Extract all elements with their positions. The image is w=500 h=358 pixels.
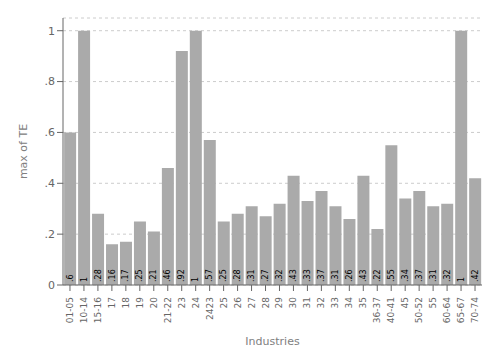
svg-text:24: 24: [191, 297, 201, 309]
svg-text:28: 28: [261, 297, 271, 309]
svg-text:.2: .2: [45, 228, 56, 241]
svg-text:26: 26: [233, 297, 243, 309]
svg-text:.33: .33: [303, 269, 312, 282]
svg-text:30: 30: [288, 297, 298, 309]
svg-text:1: 1: [191, 277, 200, 282]
svg-text:.46: .46: [163, 269, 172, 282]
svg-text:18: 18: [121, 297, 131, 309]
svg-text:50-52: 50-52: [414, 297, 424, 323]
svg-text:.43: .43: [359, 269, 368, 282]
svg-text:.34: .34: [401, 269, 410, 282]
svg-text:01-05: 01-05: [65, 297, 75, 323]
svg-text:25: 25: [219, 297, 229, 308]
svg-text:.8: .8: [45, 75, 56, 88]
svg-text:.22: .22: [373, 269, 382, 282]
svg-text:33: 33: [330, 297, 340, 308]
svg-text:35: 35: [358, 297, 368, 308]
svg-text:10-14: 10-14: [79, 297, 89, 323]
svg-text:15-16: 15-16: [93, 297, 103, 323]
svg-text:27: 27: [247, 297, 257, 308]
svg-text:.37: .37: [317, 269, 326, 282]
svg-text:34: 34: [344, 297, 354, 309]
svg-text:1: 1: [48, 25, 55, 38]
svg-text:70-74: 70-74: [470, 297, 480, 323]
svg-text:.6: .6: [66, 274, 75, 282]
svg-text:Industries: Industries: [245, 335, 300, 348]
svg-text:.31: .31: [331, 269, 340, 282]
svg-text:.31: .31: [247, 269, 256, 282]
svg-text:.27: .27: [261, 269, 270, 282]
svg-text:45: 45: [400, 297, 410, 308]
svg-text:.57: .57: [205, 269, 214, 282]
svg-text:.16: .16: [108, 269, 117, 282]
svg-text:31: 31: [302, 297, 312, 308]
svg-text:.55: .55: [387, 269, 396, 282]
svg-text:max of TE: max of TE: [17, 124, 30, 179]
svg-text:32: 32: [316, 297, 326, 308]
svg-text:1: 1: [80, 277, 89, 282]
svg-text:36-37: 36-37: [372, 297, 382, 323]
svg-text:55: 55: [428, 297, 438, 308]
svg-text:60-64: 60-64: [442, 297, 452, 323]
svg-text:.6: .6: [45, 126, 56, 139]
svg-text:23: 23: [177, 297, 187, 308]
svg-text:.25: .25: [135, 269, 144, 282]
svg-text:1: 1: [457, 277, 466, 282]
svg-text:65-67: 65-67: [456, 297, 466, 323]
svg-text:.28: .28: [94, 269, 103, 282]
svg-text:.37: .37: [415, 269, 424, 282]
svg-text:.4: .4: [45, 177, 56, 190]
svg-text:0: 0: [48, 279, 55, 292]
svg-text:.21: .21: [149, 269, 158, 282]
svg-text:.42: .42: [471, 269, 480, 282]
svg-text:2423: 2423: [205, 297, 215, 320]
svg-text:.32: .32: [275, 269, 284, 282]
svg-text:.92: .92: [177, 269, 186, 282]
svg-text:29: 29: [274, 297, 284, 309]
svg-text:20: 20: [149, 297, 159, 309]
svg-text:19: 19: [135, 297, 145, 309]
svg-text:.25: .25: [219, 269, 228, 282]
svg-text:.26: .26: [345, 269, 354, 282]
svg-text:17: 17: [107, 297, 117, 308]
svg-text:.17: .17: [121, 269, 130, 282]
svg-text:.32: .32: [443, 269, 452, 282]
svg-text:.28: .28: [233, 269, 242, 282]
svg-text:21-22: 21-22: [163, 297, 173, 323]
svg-text:.43: .43: [289, 269, 298, 282]
svg-text:.31: .31: [429, 269, 438, 282]
svg-text:40-41: 40-41: [386, 297, 396, 323]
